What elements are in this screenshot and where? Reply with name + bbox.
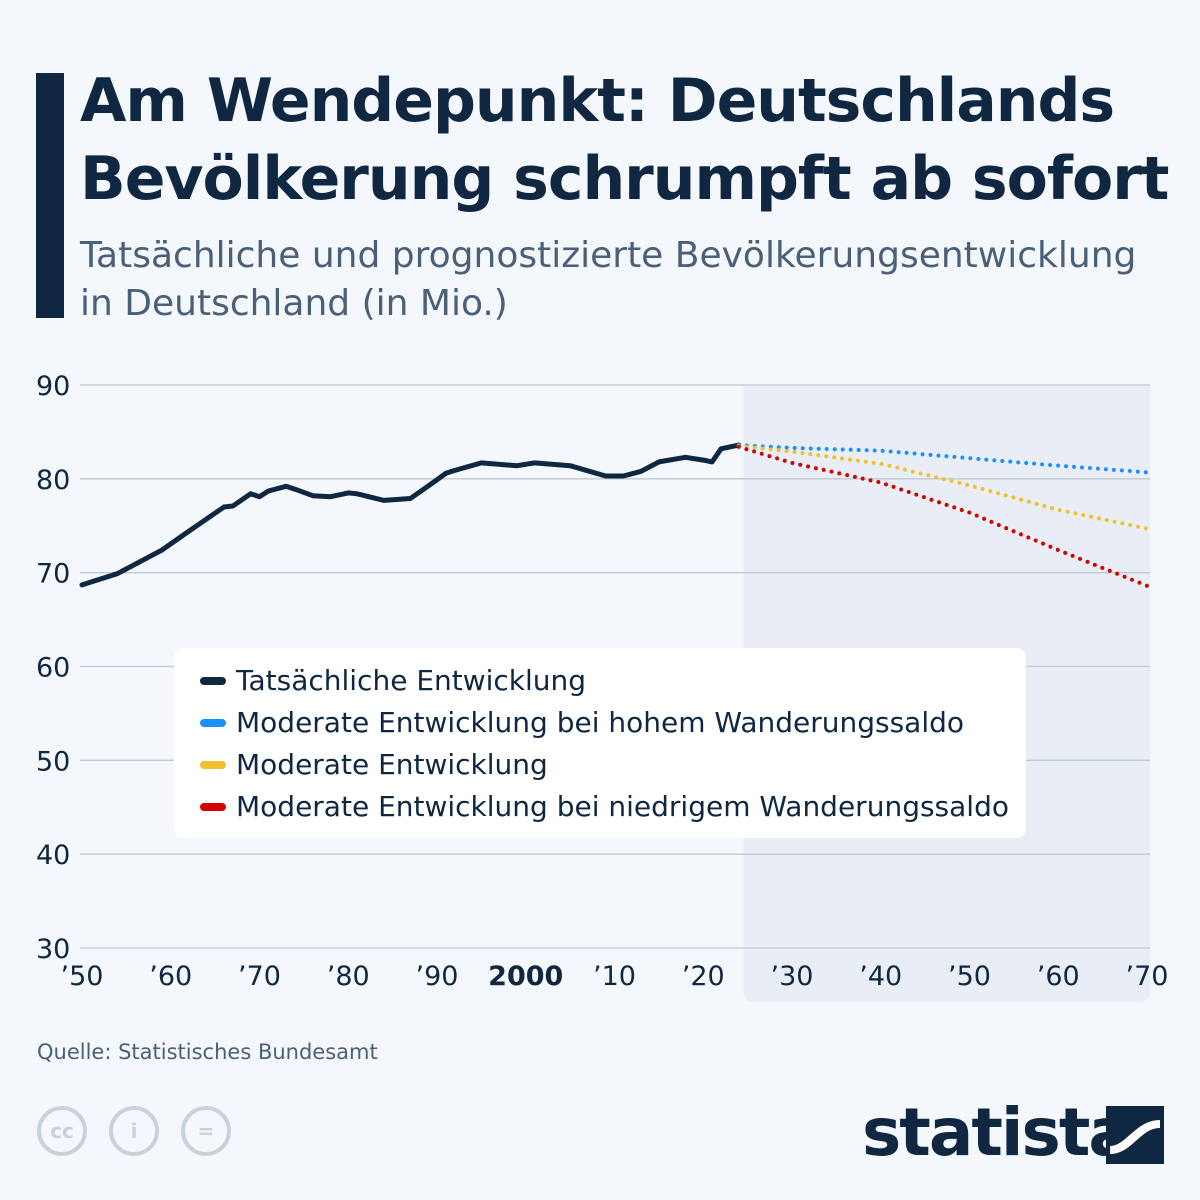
series-line-1 [736, 443, 1149, 475]
legend-label: Moderate Entwicklung [236, 748, 548, 781]
x-tick-label: ’10 [593, 961, 636, 992]
x-tick-label: ’60 [1037, 961, 1080, 992]
source-note: Quelle: Statistisches Bundesamt [37, 1040, 378, 1064]
chart-subtitle: Tatsächliche und prognostizierte Bevölke… [80, 235, 1137, 324]
title-accent-bar [36, 73, 64, 318]
x-tick-label: ’80 [327, 961, 370, 992]
legend-swatch [200, 760, 226, 769]
legend-item: Tatsächliche Entwicklung [200, 664, 586, 697]
statista-logo: statista [862, 1094, 1133, 1171]
legend-swatch [200, 718, 226, 727]
x-tick-label: ’40 [859, 961, 902, 992]
y-tick-label: 80 [36, 465, 70, 496]
chart-title: Am Wendepunkt: Deutschlands Bevölkerung … [80, 66, 1169, 214]
legend-label: Moderate Entwicklung bei hohem Wanderung… [236, 706, 965, 739]
legend-item: Moderate Entwicklung [200, 748, 548, 781]
no-derivatives-icon: = [181, 1106, 231, 1156]
attribution-icon: i [109, 1106, 159, 1156]
legend-item: Moderate Entwicklung bei hohem Wanderung… [200, 706, 964, 739]
y-tick-label: 60 [36, 653, 70, 684]
x-tick-label: ’70 [238, 961, 281, 992]
x-tick-label: 2000 [488, 961, 563, 992]
statista-logo-mark-icon [1106, 1106, 1164, 1164]
x-tick-label: ’90 [416, 961, 459, 992]
series-line-3 [736, 444, 1149, 588]
y-tick-label: 70 [36, 559, 70, 590]
legend-label: Moderate Entwicklung bei niedrigem Wande… [236, 790, 1009, 823]
y-tick-label: 30 [36, 934, 70, 965]
legend-label: Tatsächliche Entwicklung [236, 664, 587, 697]
x-tick-label: ’60 [149, 961, 192, 992]
x-tick-label: ’50 [948, 961, 991, 992]
x-tick-label: ’20 [682, 961, 725, 992]
x-tick-label: ’70 [1126, 961, 1169, 992]
x-tick-label: ’50 [61, 961, 104, 992]
legend-swatch [200, 802, 226, 811]
y-tick-label: 40 [36, 840, 70, 871]
legend-item: Moderate Entwicklung bei niedrigem Wande… [200, 790, 1009, 823]
cc-icon: cc [37, 1106, 87, 1156]
y-tick-label: 90 [36, 371, 70, 402]
legend-swatch [200, 676, 226, 685]
series-line-0 [79, 442, 742, 588]
y-tick-label: 50 [36, 746, 70, 777]
x-tick-label: ’30 [771, 961, 814, 992]
legend: Tatsächliche Entwicklung Moderate Entwick… [174, 648, 1026, 838]
